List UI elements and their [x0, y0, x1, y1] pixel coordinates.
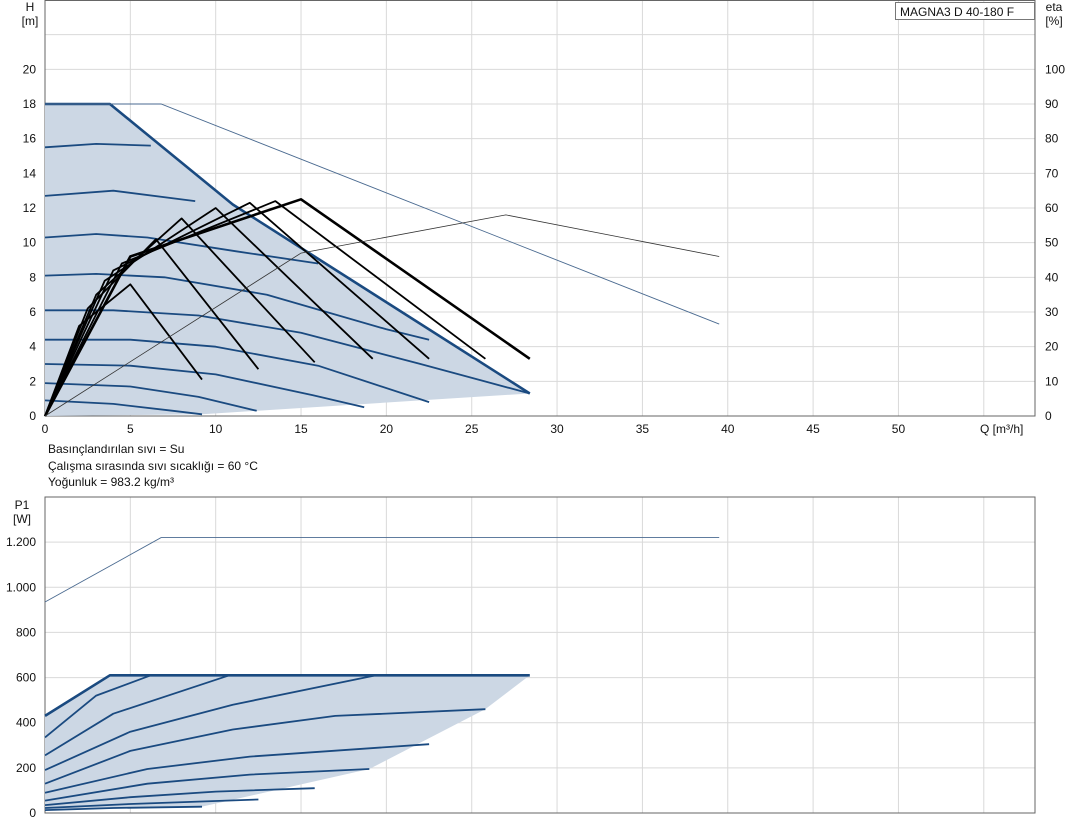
- x-axis-label: Q [m³/h]: [980, 422, 1023, 436]
- x-tick-label: 45: [806, 422, 820, 436]
- y-axis-unit: [m]: [22, 14, 39, 28]
- y-tick-label: 1.000: [6, 580, 36, 594]
- y-tick-label: 0: [29, 409, 36, 423]
- y-axis-label: P1: [15, 498, 30, 512]
- y2-tick-label: 20: [1045, 340, 1059, 354]
- x-tick-label: 40: [721, 422, 735, 436]
- y2-tick-label: 100: [1045, 62, 1065, 76]
- y2-tick-label: 50: [1045, 236, 1059, 250]
- y2-tick-label: 70: [1045, 166, 1059, 180]
- x-tick-label: 30: [550, 422, 564, 436]
- y2-axis-unit: [%]: [1045, 14, 1062, 28]
- y-tick-label: 400: [16, 716, 36, 730]
- y-tick-label: 1.200: [6, 535, 36, 549]
- y-tick-label: 200: [16, 761, 36, 775]
- power-curve: [44, 787, 315, 806]
- y-tick-label: 2: [29, 374, 36, 388]
- power-area: [45, 675, 530, 811]
- y2-tick-label: 10: [1045, 374, 1059, 388]
- power-curve: [44, 674, 377, 771]
- power-curve: [44, 674, 230, 757]
- max-efficiency-envelope: [44, 214, 720, 417]
- max-power-envelope: [44, 537, 720, 603]
- efficiency-curve: [43, 198, 531, 417]
- y-tick-label: 600: [16, 671, 36, 685]
- head-curve: [44, 143, 151, 149]
- x-tick-label: 20: [380, 422, 394, 436]
- y-tick-label: 6: [29, 305, 36, 319]
- x-tick-label: 10: [209, 422, 223, 436]
- efficiency-curve: [44, 207, 374, 417]
- y2-tick-label: 0: [1045, 409, 1052, 423]
- y-tick-label: 0: [29, 806, 36, 820]
- y-tick-label: 18: [23, 97, 37, 111]
- y-tick-label: 10: [23, 236, 37, 250]
- efficiency-curve: [44, 201, 430, 417]
- power-curve: [44, 805, 203, 811]
- power-curve: [44, 768, 370, 802]
- y-tick-label: 800: [16, 625, 36, 639]
- y2-tick-label: 30: [1045, 305, 1059, 319]
- y-tick-label: 4: [29, 340, 36, 354]
- y2-tick-label: 80: [1045, 132, 1059, 146]
- x-tick-label: 5: [127, 422, 134, 436]
- power-curve: [44, 798, 259, 809]
- model-label: MAGNA3 D 40-180 F: [895, 2, 1035, 20]
- head-curve: [45, 338, 430, 403]
- max-head-envelope: [45, 103, 720, 325]
- plot-frame: [44, 496, 1036, 814]
- y2-tick-label: 40: [1045, 270, 1059, 284]
- x-tick-label: 35: [636, 422, 650, 436]
- y-tick-label: 14: [23, 166, 37, 180]
- power-chart: 0 200 400 600 800 1.000 1.200 P1[W]: [6, 496, 1036, 820]
- head-efficiency-chart: 0 5 10 15 20 25 30 35 40 45 50 0 2 4 6 8 10 12 14 16 18 20 0 10…: [22, 0, 1065, 436]
- x-tick-label: 50: [892, 422, 906, 436]
- y-tick-label: 8: [29, 270, 36, 284]
- power-curve: [44, 743, 430, 794]
- y-axis-label: H: [26, 0, 35, 14]
- power-curve: [44, 708, 486, 785]
- power-curve: [44, 674, 152, 739]
- head-curve: [44, 233, 319, 265]
- info-liquid: Basınçlandırılan sıvı = Su: [48, 442, 185, 456]
- head-curve: [44, 363, 365, 409]
- head-curve: [44, 189, 196, 202]
- power-curve: [44, 674, 530, 718]
- head-curve: [44, 382, 257, 412]
- y2-axis-label: eta: [1046, 0, 1063, 14]
- y-tick-label: 20: [23, 62, 37, 76]
- head-curve: [44, 399, 203, 416]
- y-tick-label: 16: [23, 132, 37, 146]
- info-density: Yoğunluk = 983.2 kg/m³: [48, 475, 174, 489]
- y-tick-label: 12: [23, 201, 37, 215]
- operating-area: [45, 104, 530, 416]
- x-tick-label: 25: [465, 422, 479, 436]
- y-axis-unit: [W]: [13, 512, 31, 526]
- y2-tick-label: 90: [1045, 97, 1059, 111]
- y2-tick-label: 60: [1045, 201, 1059, 215]
- x-tick-label: 15: [294, 422, 308, 436]
- x-tick-label: 0: [42, 422, 49, 436]
- info-temperature: Çalışma sırasında sıvı sıcaklığı = 60 °C: [48, 459, 258, 473]
- head-curve: [44, 273, 430, 341]
